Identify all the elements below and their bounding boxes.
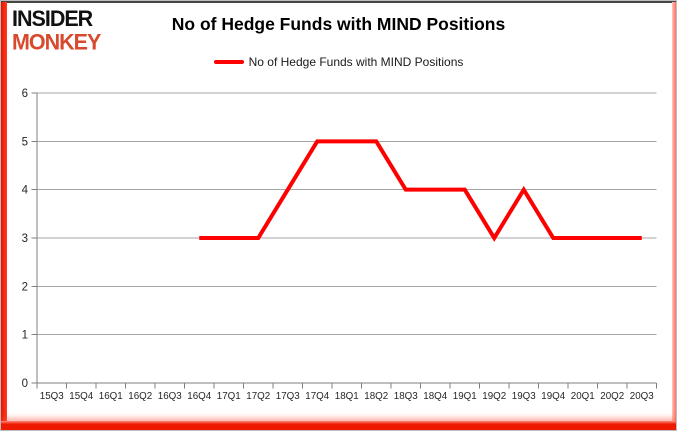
x-tick-label: 18Q1 xyxy=(335,391,359,402)
x-tick-label: 20Q1 xyxy=(571,391,595,402)
line-chart: 0 1 2 3 4 5 6 15Q3 15Q4 16Q1 16Q2 16Q3 16Q4 17Q1 17Q2 1… xyxy=(22,88,657,402)
y-tick-label: 4 xyxy=(22,185,29,197)
y-tick-label: 1 xyxy=(22,330,28,342)
x-tick-label: 18Q2 xyxy=(364,391,388,402)
x-tick-label: 18Q3 xyxy=(394,391,419,402)
x-tick-label: 19Q2 xyxy=(482,391,506,402)
x-tick-label: 16Q1 xyxy=(99,391,123,402)
y-tick-label: 5 xyxy=(22,136,28,148)
x-tick-label: 19Q1 xyxy=(453,391,477,402)
y-tick-label: 2 xyxy=(22,281,28,293)
x-tick-label: 18Q4 xyxy=(423,391,448,402)
frame-right-accent xyxy=(672,2,676,430)
x-tick-label: 16Q4 xyxy=(187,391,212,402)
y-tick-label: 3 xyxy=(22,233,28,245)
x-tick-label: 20Q3 xyxy=(630,391,655,402)
x-tick-label: 19Q3 xyxy=(512,391,537,402)
frame-top-border xyxy=(1,1,676,3)
x-tick-label: 20Q2 xyxy=(600,391,624,402)
logo-word-insider: INSIDER xyxy=(12,6,93,32)
legend: No of Hedge Funds with MIND Positions xyxy=(1,55,676,69)
frame-bottom-accent xyxy=(1,421,676,430)
x-tick-label: 17Q1 xyxy=(217,391,241,402)
insider-monkey-logo: INSIDER MONKEY xyxy=(12,6,101,55)
y-tick-label: 0 xyxy=(22,378,28,390)
x-tick-label: 16Q3 xyxy=(158,391,183,402)
x-tick-label: 16Q2 xyxy=(128,391,152,402)
x-tick-label: 17Q3 xyxy=(276,391,301,402)
legend-label: No of Hedge Funds with MIND Positions xyxy=(248,55,464,69)
frame-left-accent xyxy=(1,2,7,430)
logo-word-monkey: MONKEY xyxy=(12,29,101,55)
legend-line-swatch xyxy=(213,60,244,64)
x-tick-label: 17Q2 xyxy=(246,391,270,402)
y-tick-label: 6 xyxy=(22,88,28,100)
series-line xyxy=(199,139,642,242)
x-tick-label: 15Q4 xyxy=(69,391,94,402)
x-tick-label: 17Q4 xyxy=(305,391,330,402)
x-tick-label: 15Q3 xyxy=(40,391,65,402)
page-title: No of Hedge Funds with MIND Positions xyxy=(171,14,506,34)
x-tick-label: 19Q4 xyxy=(541,391,566,402)
